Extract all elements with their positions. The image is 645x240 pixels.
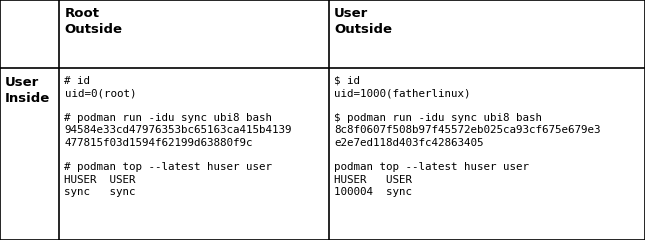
- Text: User
Outside: User Outside: [334, 7, 392, 36]
- Text: User
Inside: User Inside: [5, 76, 50, 105]
- Text: Root
Outside: Root Outside: [64, 7, 123, 36]
- Text: # id
uid=0(root)

# podman run -idu sync ubi8 bash
94584e33cd47976353bc65163ca41: # id uid=0(root) # podman run -idu sync …: [64, 76, 292, 197]
- Text: $ id
uid=1000(fatherlinux)

$ podman run -idu sync ubi8 bash
8c8f0607f508b97f455: $ id uid=1000(fatherlinux) $ podman run …: [334, 76, 600, 197]
